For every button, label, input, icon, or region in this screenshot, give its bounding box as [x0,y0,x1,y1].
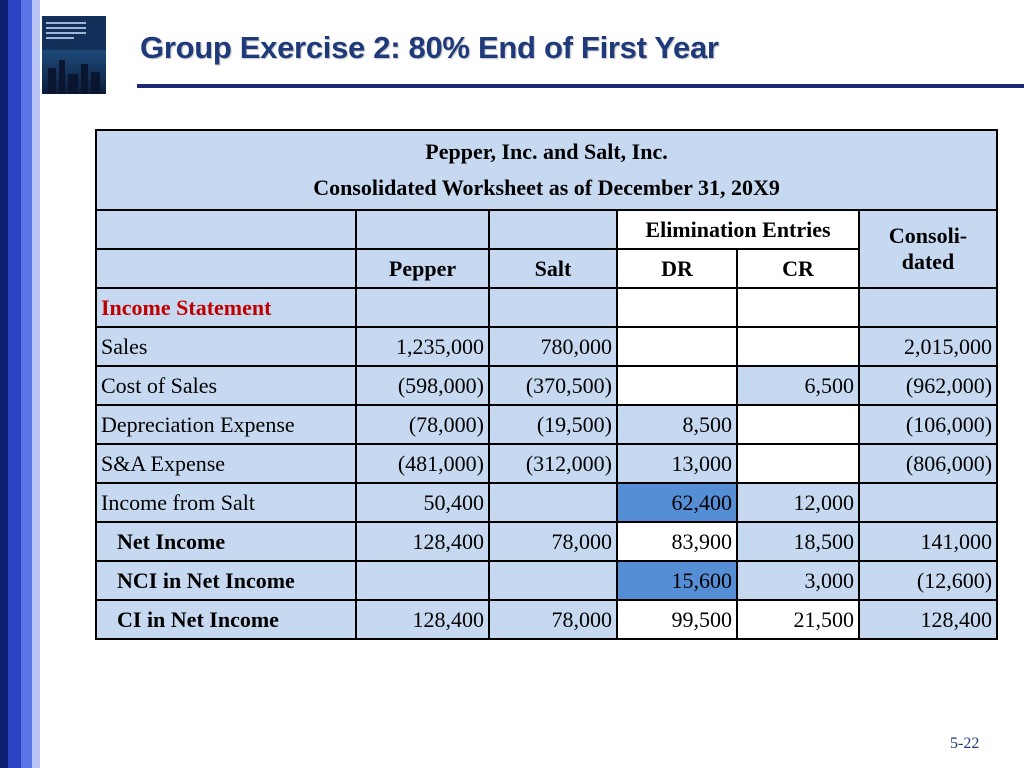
table-title-row: Pepper, Inc. and Salt, Inc. Consolidated… [94,129,999,211]
cell-cr: 12,000 [736,482,860,523]
elimination-entries-header: Elimination Entries [616,209,860,250]
table-row: CI in Net Income 128,400 78,000 99,500 2… [95,599,999,640]
cell-pepper: 1,235,000 [355,326,490,367]
cell-pepper: (598,000) [355,365,490,406]
table-row: Income from Salt 50,400 62,400 12,000 [95,482,999,523]
cell-salt: (312,000) [488,443,618,484]
row-label: CI in Net Income [95,599,357,640]
row-label: Sales [95,326,357,367]
table-row: Sales 1,235,000 780,000 2,015,000 [95,326,999,367]
title-underline [137,84,1024,88]
col-header-salt: Salt [488,248,618,289]
book-cover-logo [42,16,106,94]
cell-dr: 99,500 [616,599,738,640]
cell-consolidated: 141,000 [857,521,999,562]
cell-dr: 62,400 [616,482,738,523]
col-header-cr: CR [736,248,860,289]
cell-pepper [355,560,490,601]
cell-dr: 83,900 [616,521,738,562]
row-label: Net Income [95,521,357,562]
logo-lettering [46,22,86,42]
side-stripe-mid [21,0,32,768]
cell-consolidated: (962,000) [857,365,999,406]
side-stripe-blue [8,0,21,768]
cell-cr: 18,500 [736,521,860,562]
worksheet-subtitle: Consolidated Worksheet as of December 31… [313,175,780,200]
row-label: NCI in Net Income [95,560,357,601]
header-row-2: Pepper Salt DR CR [95,248,997,289]
cell-pepper: 128,400 [355,521,490,562]
row-label: Depreciation Expense [95,404,357,445]
cell-consolidated: (106,000) [857,404,999,445]
cell-cr [736,443,860,484]
cell-pepper: 128,400 [355,599,490,640]
table-row: Net Income 128,400 78,000 83,900 18,500 … [95,521,999,562]
page-number: 5-22 [950,735,980,752]
section-label-income-statement: Income Statement [101,294,272,320]
table-row: Depreciation Expense (78,000) (19,500) 8… [95,404,999,445]
slide-title: Group Exercise 2: 80% End of First Year [140,30,719,65]
cell-pepper: (481,000) [355,443,490,484]
cell-pepper: 50,400 [355,482,490,523]
cell-dr: 8,500 [616,404,738,445]
consolidated-worksheet-table: Pepper, Inc. and Salt, Inc. Consolidated… [94,129,999,640]
company-name: Pepper, Inc. and Salt, Inc. [425,139,668,164]
row-label: S&A Expense [95,443,357,484]
table-row: NCI in Net Income 15,600 3,000 (12,600) [95,560,999,601]
cell-dr: 15,600 [616,560,738,601]
cell-dr: 13,000 [616,443,738,484]
cell-consolidated: (12,600) [857,560,999,601]
cell-cr: 21,500 [736,599,860,640]
cell-pepper: (78,000) [355,404,490,445]
table-row: S&A Expense (481,000) (312,000) 13,000 (… [95,443,999,484]
consolidated-header: Consoli- dated [857,209,999,289]
cell-salt: 780,000 [488,326,618,367]
cell-cr: 3,000 [736,560,860,601]
header-row-1: Elimination Entries Consoli- dated [95,209,999,289]
section-row: Income Statement [95,287,999,328]
cell-salt: 78,000 [488,521,618,562]
cell-dr [616,365,738,406]
cell-consolidated: 2,015,000 [857,326,999,367]
cell-cr [736,326,860,367]
col-header-pepper: Pepper [355,248,490,289]
table-row: Cost of Sales (598,000) (370,500) 6,500 … [95,365,999,406]
row-label: Cost of Sales [95,365,357,406]
cell-consolidated [857,482,999,523]
cell-salt [488,560,618,601]
cell-consolidated: (806,000) [857,443,999,484]
cell-cr: 6,500 [736,365,860,406]
cell-salt: (19,500) [488,404,618,445]
col-header-dr: DR [616,248,738,289]
cell-consolidated: 128,400 [857,599,999,640]
cell-dr [616,326,738,367]
row-label: Income from Salt [95,482,357,523]
cell-salt [488,482,618,523]
side-stripe-dark [0,0,8,768]
cell-salt: (370,500) [488,365,618,406]
side-stripe-light [32,0,40,768]
cell-cr [736,404,860,445]
cell-salt: 78,000 [488,599,618,640]
